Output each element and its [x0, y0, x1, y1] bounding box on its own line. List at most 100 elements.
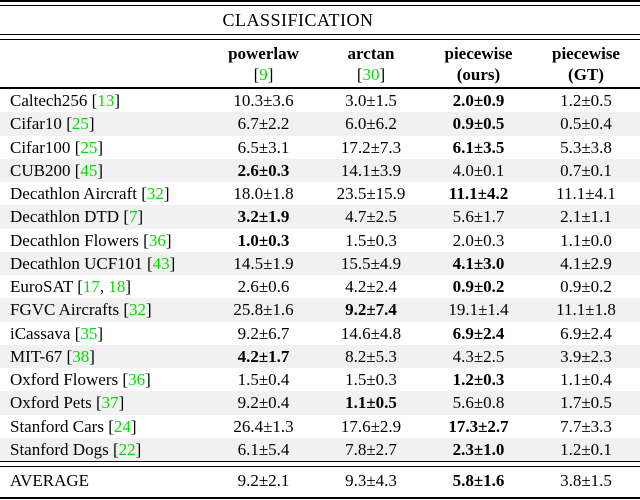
column-header-piecewise(GT): piecewise (GT): [532, 43, 640, 85]
dataset-citation-link[interactable]: 25: [80, 137, 98, 157]
value-cell: 19.1±1.4: [448, 300, 509, 320]
value-cell: 2.0±0.9: [452, 91, 505, 110]
dataset-citation-link[interactable]: 45: [80, 160, 98, 180]
table-row: Caltech256 [13] 10.3±3.6 3.0±1.5 2.0±0.9 1.2…: [0, 89, 640, 112]
value-cell: 4.0±0.1: [452, 160, 505, 180]
dataset-citation-link[interactable]: 13: [97, 91, 115, 110]
value-cell: 7.7±3.3: [560, 416, 612, 436]
column-citation-link[interactable]: 9: [259, 64, 268, 84]
value-cell: 1.5±0.3: [345, 230, 397, 250]
value-cell: 18.0±1.8: [233, 184, 294, 203]
dataset-name-cell: CUB200 [45]: [10, 160, 104, 180]
value-cell: 2.6±0.6: [237, 277, 290, 296]
column-header-note: (ours): [456, 64, 501, 84]
value-cell: 17.6±2.9: [340, 416, 402, 436]
value-cell: 14.1±3.9: [340, 160, 402, 180]
column-header-label: piecewise: [552, 43, 620, 63]
column-citation-link[interactable]: 30: [362, 64, 380, 84]
value-cell: 1.0±0.3: [237, 230, 290, 250]
dataset-citation-link[interactable]: 7: [128, 207, 138, 227]
dataset-name-cell: Oxford Pets [37]: [10, 393, 125, 413]
column-header-citation-line: [9]: [253, 64, 274, 84]
value-cell: 2.1±1.1: [560, 207, 612, 227]
value-cell: 17.2±7.3: [340, 137, 402, 157]
column-header-label: piecewise: [444, 43, 513, 63]
dataset-name-cell: Caltech256 [13]: [10, 91, 121, 110]
value-cell: 0.5±0.4: [560, 114, 612, 134]
value-cell: 11.1±4.1: [556, 184, 616, 203]
table-row: Cifar10 [25] 6.7±2.2 6.0±6.2 0.9±0.5 0.5±0.4: [0, 112, 640, 136]
title-rule-inner: [0, 34, 640, 35]
dataset-citation-link[interactable]: 37: [101, 393, 119, 413]
value-cell: 4.7±2.5: [345, 207, 397, 227]
dataset-citation-link[interactable]: 24: [113, 416, 131, 436]
dataset-citation-link[interactable]: 35: [80, 323, 98, 343]
value-cell: 1.1±0.5: [345, 393, 397, 413]
value-cell: 9.2±6.7: [237, 323, 290, 343]
dataset-citation-link[interactable]: 43: [152, 253, 170, 273]
value-cell: 2.0±0.3: [452, 230, 505, 250]
dataset-citation-link[interactable]: 25: [71, 114, 89, 134]
dataset-citation-link[interactable]: 17: [82, 277, 100, 296]
table-row: Cifar100 [25] 6.5±3.1 17.2±7.3 6.1±3.5 5.3±3…: [0, 136, 640, 159]
top-rule-inner: [0, 5, 640, 6]
table-row: Oxford Pets [37] 9.2±0.4 1.1±0.5 5.6±0.8 1.7…: [0, 391, 640, 415]
dataset-citation-link[interactable]: 32: [146, 184, 164, 203]
dataset-name-cell: Decathlon Flowers [36]: [10, 230, 172, 250]
table-row: EuroSAT [17, 18] 2.6±0.6 4.2±2.4 0.9±0.2 0.9…: [0, 275, 640, 298]
value-cell: 3.9±2.3: [560, 346, 612, 366]
average-row: AVERAGE 9.2±2.1 9.3±4.3 5.8±1.6 3.8±1.5: [0, 467, 640, 494]
value-cell: 15.5±4.9: [340, 253, 402, 273]
top-rule-outer: [0, 0, 640, 2]
bottom-rule: [0, 497, 640, 499]
table-row: Stanford Cars [24] 26.4±1.3 17.6±2.9 17.3±2…: [0, 415, 640, 438]
value-cell: 1.2±0.1: [560, 439, 612, 459]
value-cell: 4.2±2.4: [345, 277, 397, 296]
dataset-name-cell: Stanford Cars [24]: [10, 416, 137, 436]
value-cell: 14.5±1.9: [233, 253, 294, 273]
average-value-cell: 9.2±2.1: [237, 470, 290, 490]
value-cell: 0.9±0.5: [452, 114, 505, 134]
table-row: FGVC Aircrafts [32] 25.8±1.6 9.2±7.4 19.1±1…: [0, 298, 640, 322]
value-cell: 4.3±2.5: [452, 346, 505, 366]
dataset-name-cell: iCassava [35]: [10, 323, 104, 343]
dataset-name-cell: Stanford Dogs [22]: [10, 439, 142, 459]
dataset-citation-link[interactable]: 36: [128, 370, 146, 389]
average-rule-top: [0, 461, 640, 462]
value-cell: 1.2±0.3: [452, 370, 505, 389]
value-cell: 3.2±1.9: [237, 207, 290, 227]
dataset-citation-link[interactable]: 32: [129, 300, 146, 320]
value-cell: 6.9±2.4: [452, 323, 505, 343]
dataset-citation-link[interactable]: 18: [108, 277, 126, 296]
value-cell: 4.1±3.0: [452, 253, 505, 273]
value-cell: 1.7±0.5: [560, 393, 612, 413]
title-rule-outer: [0, 39, 640, 40]
header-rule: [0, 87, 640, 89]
value-cell: 0.9±0.2: [452, 277, 505, 296]
value-cell: 11.1±1.8: [556, 300, 616, 320]
value-cell: 6.9±2.4: [560, 323, 612, 343]
value-cell: 9.2±7.4: [345, 300, 397, 320]
table-body: Caltech256 [13] 10.3±3.6 3.0±1.5 2.0±0.9 1.2…: [0, 89, 640, 461]
dataset-name-cell: FGVC Aircrafts [32]: [10, 300, 152, 320]
dataset-citation-link[interactable]: 22: [118, 439, 136, 459]
value-cell: 5.6±0.8: [452, 393, 505, 413]
value-cell: 17.3±2.7: [448, 416, 509, 436]
dataset-name-cell: Decathlon Aircraft [32]: [10, 184, 170, 203]
value-cell: 23.5±15.9: [336, 184, 406, 203]
dataset-citation-link[interactable]: 36: [148, 230, 166, 250]
value-cell: 6.5±3.1: [237, 137, 290, 157]
value-cell: 5.6±1.7: [452, 207, 505, 227]
value-cell: 6.1±3.5: [452, 137, 505, 157]
value-cell: 3.0±1.5: [345, 91, 397, 110]
dataset-citation-link[interactable]: 38: [72, 346, 90, 366]
value-cell: 1.1±0.0: [560, 230, 612, 250]
value-cell: 1.2±0.5: [560, 91, 612, 110]
column-header-citation-line: [30]: [356, 64, 386, 84]
table-header-row: powerlaw [9] arctan [30] piecewise (ours) piec…: [0, 40, 640, 87]
value-cell: 4.1±2.9: [560, 253, 612, 273]
value-cell: 7.8±2.7: [345, 439, 397, 459]
value-cell: 11.1±4.2: [448, 184, 509, 203]
column-header-piecewise(ours): piecewise (ours): [425, 43, 532, 85]
